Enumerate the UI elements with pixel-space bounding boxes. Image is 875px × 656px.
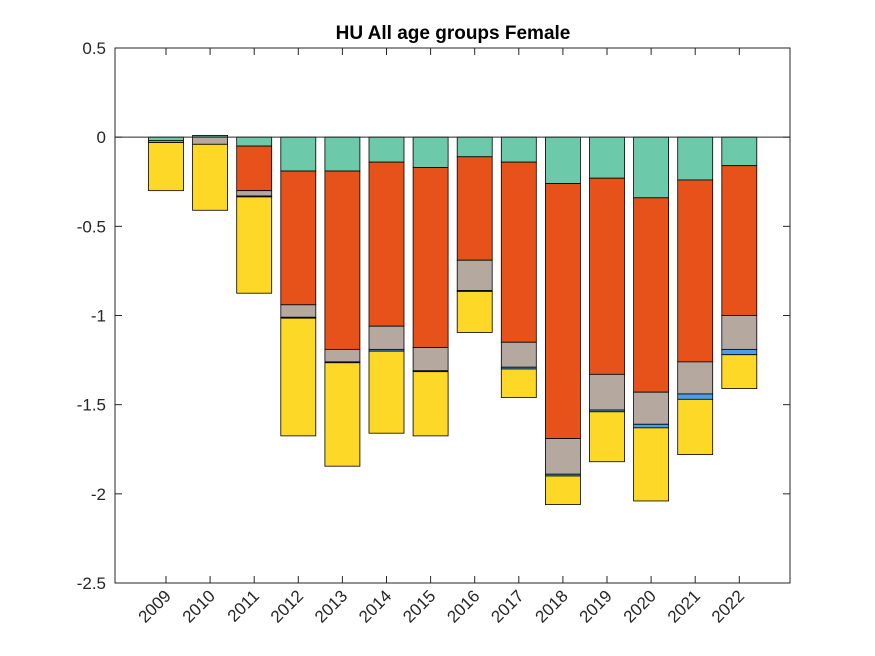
bar-orange-2016 <box>456 156 493 261</box>
bar-yellow-2014 <box>368 350 405 434</box>
bar-teal-2017 <box>500 136 537 163</box>
y-tick-label: -1.5 <box>77 396 106 415</box>
bar-grey-2019 <box>589 373 625 411</box>
bar-orange-2012 <box>280 170 317 306</box>
bar-grey-2020 <box>633 391 669 425</box>
y-tick-label: -2.5 <box>77 574 106 593</box>
bar-orange-2020 <box>633 197 669 393</box>
bar-orange-2014 <box>368 161 405 327</box>
bar-orange-2015 <box>412 167 449 348</box>
bar-orange-2021 <box>677 179 714 363</box>
bar-teal-2019 <box>589 136 625 179</box>
bar-teal-2014 <box>368 136 405 163</box>
bar-yellow-2020 <box>633 427 669 502</box>
bar-grey-2011 <box>236 190 273 197</box>
y-axis: 0.5 0 -0.5 -1 -1.5 -2 -2.5 <box>77 39 790 593</box>
bar-teal-2012 <box>280 136 317 172</box>
bar-teal-2020 <box>633 136 669 199</box>
bar-orange-2013 <box>324 170 361 350</box>
bar-blue-2020 <box>633 423 669 429</box>
bar-grey-2013 <box>324 348 361 363</box>
bar-grey-2022 <box>721 315 758 350</box>
bar-teal-2009 <box>148 136 184 142</box>
bars-layer <box>148 134 758 505</box>
bar-orange-2022 <box>721 165 758 316</box>
bar-teal-2016 <box>456 136 493 158</box>
bar-orange-2018 <box>545 183 581 439</box>
bar-yellow-2015 <box>412 371 449 437</box>
bar-teal-2015 <box>412 136 449 168</box>
y-tick-label: 0 <box>97 128 106 147</box>
bar-grey-2014 <box>368 325 405 350</box>
bar-blue-2022 <box>721 348 758 356</box>
y-tick-label: -2 <box>91 485 106 504</box>
bar-yellow-2018 <box>545 475 581 505</box>
bar-yellow-2012 <box>280 317 317 437</box>
bar-yellow-2013 <box>324 362 361 467</box>
bar-blue-2021 <box>677 393 714 400</box>
bar-yellow-2021 <box>677 398 714 456</box>
bar-teal-2011 <box>236 136 273 147</box>
bar-grey-2010 <box>192 136 229 145</box>
bar-orange-2019 <box>589 177 625 375</box>
bar-grey-2018 <box>545 438 581 475</box>
bar-yellow-2019 <box>589 411 625 463</box>
bar-grey-2012 <box>280 304 317 318</box>
bar-yellow-2016 <box>456 291 493 333</box>
bar-yellow-2017 <box>500 368 537 398</box>
y-tick-label: -1 <box>91 307 106 326</box>
bar-grey-2021 <box>677 361 714 395</box>
bar-teal-2021 <box>677 136 714 181</box>
bar-grey-2015 <box>412 347 449 372</box>
bar-orange-2011 <box>236 145 273 192</box>
bar-teal-2013 <box>324 136 361 172</box>
bar-orange-2017 <box>500 161 537 343</box>
bar-yellow-2010 <box>192 143 229 211</box>
bar-teal-2022 <box>721 136 758 167</box>
bar-grey-2016 <box>456 259 493 291</box>
bar-teal-2018 <box>545 136 581 184</box>
y-tick-label: 0.5 <box>82 39 106 58</box>
bar-yellow-2022 <box>721 354 758 390</box>
bar-yellow-2011 <box>236 196 273 294</box>
chart-title: HU All age groups Female <box>336 23 571 44</box>
y-tick-label: -0.5 <box>77 217 106 236</box>
bar-grey-2017 <box>500 341 537 368</box>
bar-yellow-2009 <box>148 142 184 192</box>
